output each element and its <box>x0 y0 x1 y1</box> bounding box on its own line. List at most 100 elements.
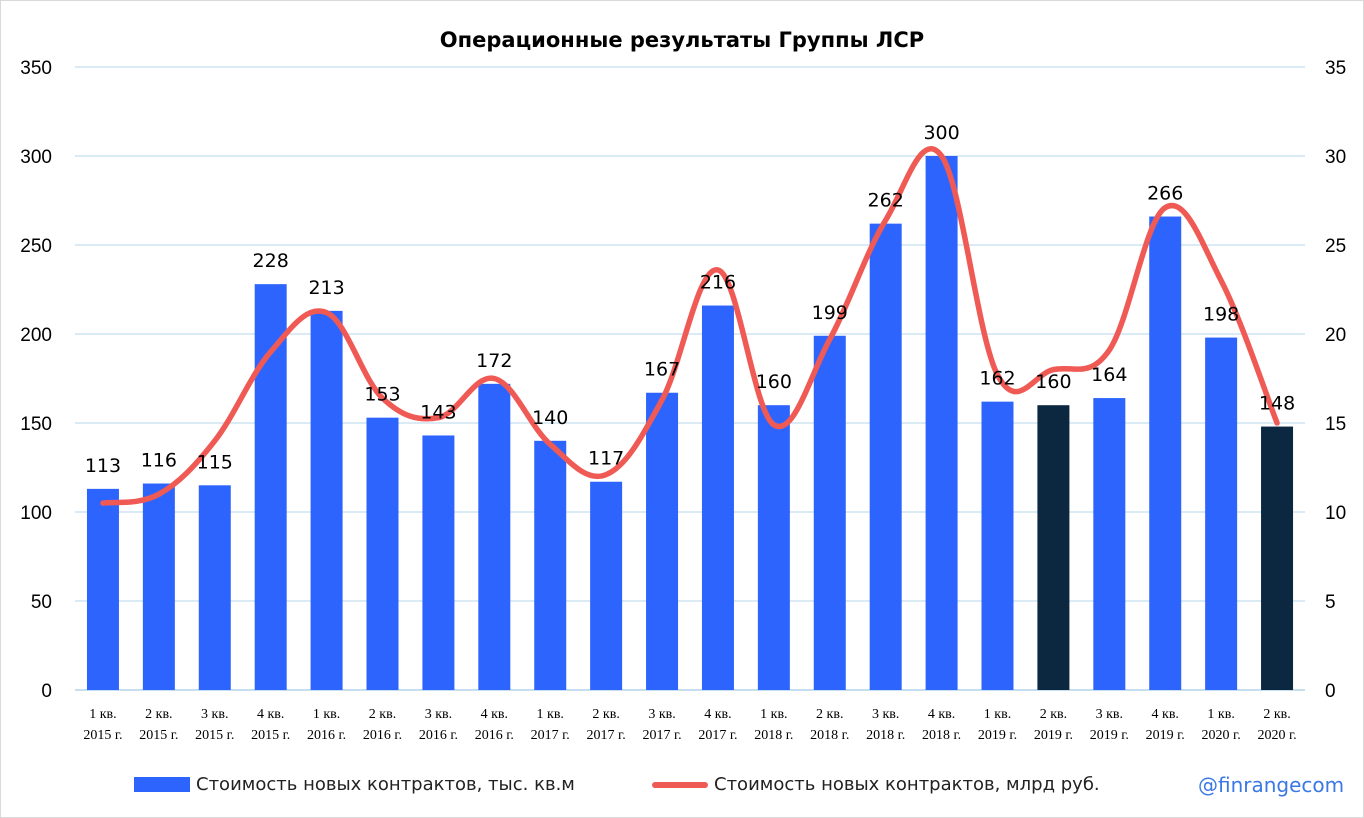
data-label: 167 <box>644 359 680 381</box>
y-right-tick-label: 35 <box>1325 58 1346 79</box>
x-tick-label-quarter: 1 кв. <box>89 707 116 722</box>
x-tick-label-year: 2017 г. <box>642 728 681 743</box>
bar <box>422 435 455 690</box>
data-label: 266 <box>1147 183 1183 205</box>
y-right-tick-label: 20 <box>1325 325 1346 346</box>
y-right-tick-label: 30 <box>1325 147 1346 168</box>
chart-title: Операционные результаты Группы ЛСР <box>439 28 925 52</box>
bar <box>701 305 734 690</box>
x-tick-label-year: 2016 г. <box>419 728 458 743</box>
x-tick-label-year: 2017 г. <box>698 728 737 743</box>
y-left-tick-label: 300 <box>20 147 52 168</box>
x-tick-label-year: 2018 г. <box>866 728 905 743</box>
y-left-tick-label: 0 <box>41 681 52 702</box>
data-label: 140 <box>532 407 568 429</box>
data-label: 199 <box>812 302 848 324</box>
bar <box>1037 405 1070 690</box>
y-right-tick-label: 25 <box>1325 236 1346 257</box>
y-right-tick-label: 10 <box>1325 503 1346 524</box>
x-tick-label-year: 2016 г. <box>475 728 514 743</box>
data-label: 216 <box>700 272 736 294</box>
x-tick-label-quarter: 3 кв. <box>1096 707 1123 722</box>
x-tick-label-year: 2015 г. <box>251 728 290 743</box>
y-left-tick-label: 100 <box>20 503 52 524</box>
y-right-tick-label: 5 <box>1325 592 1336 613</box>
x-tick-label-year: 2015 г. <box>83 728 122 743</box>
x-tick-label-year: 2017 г. <box>587 728 626 743</box>
x-tick-label-quarter: 4 кв. <box>481 707 508 722</box>
data-label: 143 <box>420 401 456 423</box>
bar <box>198 485 231 690</box>
bar <box>1261 426 1294 690</box>
bar <box>1205 337 1238 690</box>
x-tick-label-quarter: 1 кв. <box>984 707 1011 722</box>
legend-swatch-line <box>652 781 708 788</box>
x-tick-label-quarter: 4 кв. <box>928 707 955 722</box>
legend-item-line: Стоимость новых контрактов, млрд руб. <box>652 774 1100 795</box>
bar <box>925 156 958 690</box>
y-right-tick-label: 0 <box>1325 681 1336 702</box>
data-label: 148 <box>1259 393 1295 415</box>
x-tick-label-year: 2017 г. <box>531 728 570 743</box>
y-right-tick-label: 15 <box>1325 414 1346 435</box>
data-label: 172 <box>476 350 512 372</box>
bar <box>1149 216 1182 690</box>
x-tick-label-year: 2015 г. <box>139 728 178 743</box>
y-left-tick-label: 250 <box>20 236 52 257</box>
x-tick-label-quarter: 4 кв. <box>257 707 284 722</box>
x-tick-label-quarter: 2 кв. <box>369 707 396 722</box>
x-tick-label-quarter: 1 кв. <box>537 707 564 722</box>
x-tick-label-year: 2016 г. <box>307 728 346 743</box>
x-tick-label-year: 2016 г. <box>363 728 402 743</box>
bar <box>366 417 399 690</box>
bar <box>478 383 511 690</box>
x-tick-label-year: 2015 г. <box>195 728 234 743</box>
y-left-tick-label: 150 <box>20 414 52 435</box>
x-tick-label-year: 2019 г. <box>1034 728 1073 743</box>
x-tick-label-quarter: 2 кв. <box>1263 707 1290 722</box>
data-label: 162 <box>979 368 1015 390</box>
data-label: 262 <box>868 190 904 212</box>
x-tick-label-year: 2020 г. <box>1202 728 1241 743</box>
bar <box>142 483 175 690</box>
x-tick-label-year: 2019 г. <box>1090 728 1129 743</box>
x-tick-label-quarter: 4 кв. <box>704 707 731 722</box>
x-tick-label-quarter: 2 кв. <box>1040 707 1067 722</box>
data-label: 160 <box>756 371 792 393</box>
x-tick-label-quarter: 2 кв. <box>592 707 619 722</box>
x-tick-label-year: 2019 г. <box>1146 728 1185 743</box>
x-tick-label-quarter: 1 кв. <box>313 707 340 722</box>
bar <box>757 405 790 690</box>
bar <box>646 392 679 690</box>
data-label: 228 <box>253 250 289 272</box>
data-label: 153 <box>364 384 400 406</box>
x-tick-label-quarter: 2 кв. <box>145 707 172 722</box>
bar <box>1093 398 1126 690</box>
data-label: 164 <box>1091 364 1127 386</box>
bar <box>590 481 623 690</box>
data-label: 116 <box>141 450 177 472</box>
bar <box>813 335 846 690</box>
x-tick-label-quarter: 3 кв. <box>201 707 228 722</box>
x-tick-label-year: 2018 г. <box>754 728 793 743</box>
data-label: 160 <box>1035 371 1071 393</box>
x-tick-label-quarter: 2 кв. <box>816 707 843 722</box>
line-series <box>100 146 1280 506</box>
bar <box>254 284 287 690</box>
data-label: 213 <box>308 277 344 299</box>
data-label: 115 <box>197 451 233 473</box>
legend-item-bars: Стоимость новых контрактов, тыс. кв.м <box>134 774 575 795</box>
data-label: 300 <box>923 122 959 144</box>
bar <box>981 401 1014 690</box>
x-tick-label-quarter: 1 кв. <box>760 707 787 722</box>
bar <box>86 488 119 690</box>
x-tick-label-year: 2018 г. <box>922 728 961 743</box>
data-label: 198 <box>1203 304 1239 326</box>
legend-label-bars: Стоимость новых контрактов, тыс. кв.м <box>196 774 575 795</box>
bar <box>310 310 343 690</box>
x-tick-label-quarter: 3 кв. <box>648 707 675 722</box>
x-tick-label-year: 2018 г. <box>810 728 849 743</box>
bar <box>534 440 567 690</box>
y-left-tick-label: 200 <box>20 325 52 346</box>
